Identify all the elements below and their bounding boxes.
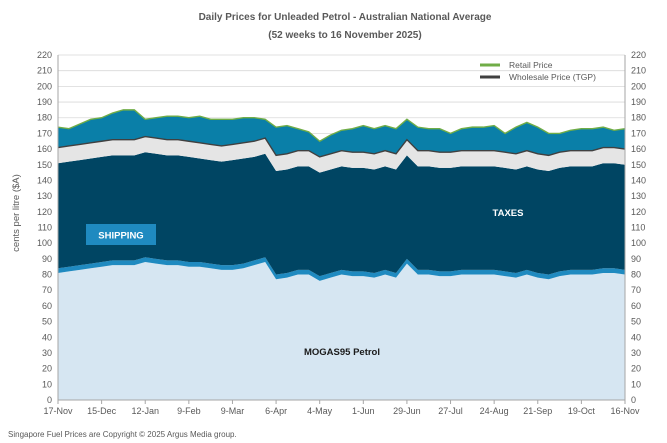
y-tick-right: 120 — [631, 207, 646, 217]
legend-label-wholesale: Wholesale Price (TGP) — [509, 72, 596, 82]
y-tick-right: 150 — [631, 160, 646, 170]
y-tick-right: 220 — [631, 50, 646, 60]
y-tick-right: 190 — [631, 97, 646, 107]
y-tick-right: 0 — [631, 395, 636, 405]
y-tick-right: 140 — [631, 175, 646, 185]
line-wholesale-price-tgp- — [57, 135, 626, 158]
shipping-label: SHIPPING — [98, 231, 143, 242]
y-tick-left: 40 — [42, 332, 52, 342]
x-tick-label: 6-Apr — [265, 406, 287, 416]
x-tick-label: 1-Jun — [352, 406, 375, 416]
y-tick-left: 110 — [38, 223, 52, 233]
x-tick-label: 17-Nov — [43, 406, 73, 416]
y-tick-left: 120 — [37, 207, 52, 217]
y-tick-left: 50 — [42, 317, 52, 327]
chart-title: Daily Prices for Unleaded Petrol - Austr… — [199, 12, 492, 23]
x-tick-labels: 17-Nov 15-Dec 12-Jan 9-Feb 9-Mar 6-Apr 4-May 1-… — [43, 400, 640, 416]
y-tick-left: 210 — [37, 66, 52, 76]
x-tick-label: 4-May — [307, 406, 333, 416]
y-tick-right: 100 — [631, 238, 646, 248]
y-tick-left: 100 — [37, 238, 52, 248]
plot-lines — [57, 109, 626, 158]
y-tick-left: 0 — [47, 395, 52, 405]
y-tick-left: 130 — [37, 191, 52, 201]
y-axis-label: cents per litre ($A) — [11, 174, 22, 252]
chart-subtitle: (52 weeks to 16 November 2025) — [268, 30, 421, 41]
y-tick-left: 80 — [42, 270, 52, 280]
y-tick-left: 10 — [42, 379, 52, 389]
axes — [57, 55, 626, 401]
copyright-footer: Singapore Fuel Prices are Copyright © 20… — [8, 430, 237, 439]
area-mogas95-petrol — [58, 262, 625, 400]
area-shipping — [58, 257, 625, 281]
x-tick-label: 24-Aug — [480, 406, 509, 416]
plot-areas — [58, 109, 625, 400]
y-tick-left: 170 — [37, 128, 52, 138]
petrol-label: MOGAS95 Petrol — [304, 347, 380, 358]
x-tick-label: 9-Feb — [177, 406, 201, 416]
x-tick-label: 16-Nov — [610, 406, 640, 416]
y-tick-right: 200 — [631, 81, 646, 91]
x-tick-label: 12-Jan — [131, 406, 159, 416]
y-tick-left: 200 — [37, 81, 52, 91]
x-tick-label: 27-Jul — [438, 406, 463, 416]
taxes-label: TAXES — [493, 208, 524, 219]
y-tick-right: 50 — [631, 317, 641, 327]
shipping-label-box — [86, 224, 156, 245]
y-tick-right: 30 — [631, 348, 641, 358]
y-tick-right: 90 — [631, 254, 641, 264]
y-tick-left: 160 — [37, 144, 52, 154]
y-tick-right: 110 — [631, 223, 645, 233]
area-taxes — [58, 152, 625, 277]
area-retail-margin — [58, 109, 625, 157]
legend-label-retail: Retail Price — [509, 60, 553, 70]
y-tick-right: 60 — [631, 301, 641, 311]
legend: Retail Price Wholesale Price (TGP) — [480, 60, 596, 82]
y-tick-left: 70 — [42, 285, 52, 295]
line-retail-price — [57, 109, 626, 143]
x-tick-label: 19-Oct — [568, 406, 596, 416]
x-tick-label: 15-Dec — [87, 406, 117, 416]
x-tick-label: 21-Sep — [523, 406, 552, 416]
y-tick-right: 160 — [631, 144, 646, 154]
y-tick-labels: 0 0 10 10 20 20 30 30 40 40 50 50 60 60 70 70 80 80 90 90 10… — [37, 50, 646, 405]
y-tick-right: 20 — [631, 364, 641, 374]
y-tick-left: 90 — [42, 254, 52, 264]
y-tick-right: 40 — [631, 332, 641, 342]
y-tick-left: 60 — [42, 301, 52, 311]
x-tick-label: 9-Mar — [221, 406, 245, 416]
y-tick-right: 10 — [631, 379, 641, 389]
y-tick-right: 130 — [631, 191, 646, 201]
y-tick-left: 30 — [42, 348, 52, 358]
x-tick-label: 29-Jun — [393, 406, 421, 416]
area-wholesale-margin — [58, 136, 625, 173]
y-tick-left: 150 — [37, 160, 52, 170]
y-tick-left: 220 — [37, 50, 52, 60]
y-tick-left: 190 — [37, 97, 52, 107]
y-tick-left: 140 — [37, 175, 52, 185]
y-tick-right: 80 — [631, 270, 641, 280]
y-tick-left: 180 — [37, 113, 52, 123]
y-tick-right: 180 — [631, 113, 646, 123]
y-tick-right: 210 — [631, 66, 646, 76]
y-tick-right: 70 — [631, 285, 641, 295]
y-tick-left: 20 — [42, 364, 52, 374]
y-tick-right: 170 — [631, 128, 646, 138]
